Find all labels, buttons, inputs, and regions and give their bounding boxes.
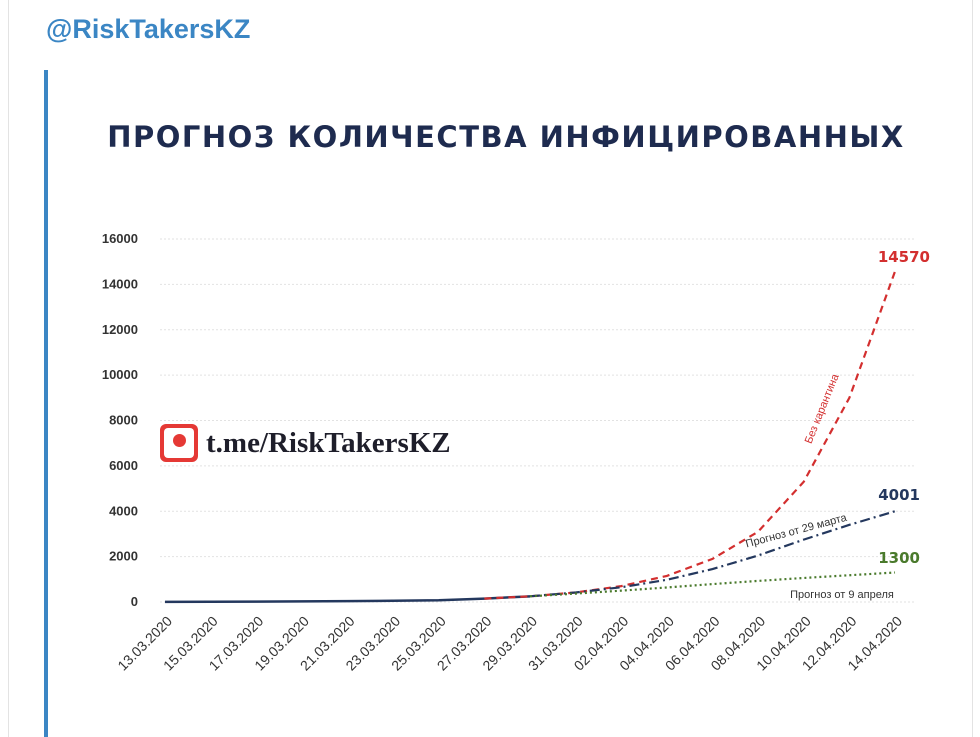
end-value-label: 4001 — [878, 486, 920, 504]
x-axis-ticks: 13.03.202015.03.202017.03.202019.03.2020… — [114, 613, 905, 674]
series-line-2 — [529, 510, 896, 598]
y-tick-label: 4000 — [109, 503, 138, 518]
chart-series — [164, 271, 897, 604]
risk-takers-logo-icon — [160, 424, 198, 462]
channel-name[interactable]: @RiskTakersKZ — [46, 14, 251, 44]
chart-grid — [160, 238, 915, 603]
end-value-label: 14570 — [878, 248, 930, 266]
y-tick-label: 2000 — [109, 549, 138, 564]
y-tick-label: 0 — [131, 594, 138, 609]
y-tick-label: 12000 — [102, 322, 138, 337]
y-axis-ticks: 0 2000 4000 6000 8000 10000 12000 14000 16000 — [102, 231, 138, 609]
y-tick-label: 8000 — [109, 413, 138, 428]
frame-border-right — [972, 0, 973, 737]
chart-title: ПРОГНОЗ КОЛИЧЕСТВА ИНФИЦИРОВАННЫХ — [107, 120, 905, 154]
series-name-label: Без карантина — [803, 371, 842, 445]
series-line-3 — [529, 571, 896, 598]
frame-border-left — [8, 0, 9, 737]
series-name-label: Прогноз от 29 марта — [744, 512, 849, 551]
y-tick-label: 16000 — [102, 231, 138, 246]
chart-labels: 14570 4001 1300 Без карантина Прогноз от 29 … — [744, 248, 930, 601]
end-value-label: 1300 — [878, 549, 920, 567]
y-tick-label: 14000 — [102, 276, 138, 291]
y-tick-label: 10000 — [102, 367, 138, 382]
quote-accent-bar — [44, 70, 48, 737]
y-tick-label: 6000 — [109, 458, 138, 473]
watermark: t.me/RiskTakersKZ — [160, 424, 451, 462]
series-line-1 — [484, 271, 897, 600]
watermark-text: t.me/RiskTakersKZ — [206, 426, 451, 459]
series-name-label: Прогноз от 9 апреля — [790, 589, 894, 601]
series-line-0 — [164, 595, 531, 604]
